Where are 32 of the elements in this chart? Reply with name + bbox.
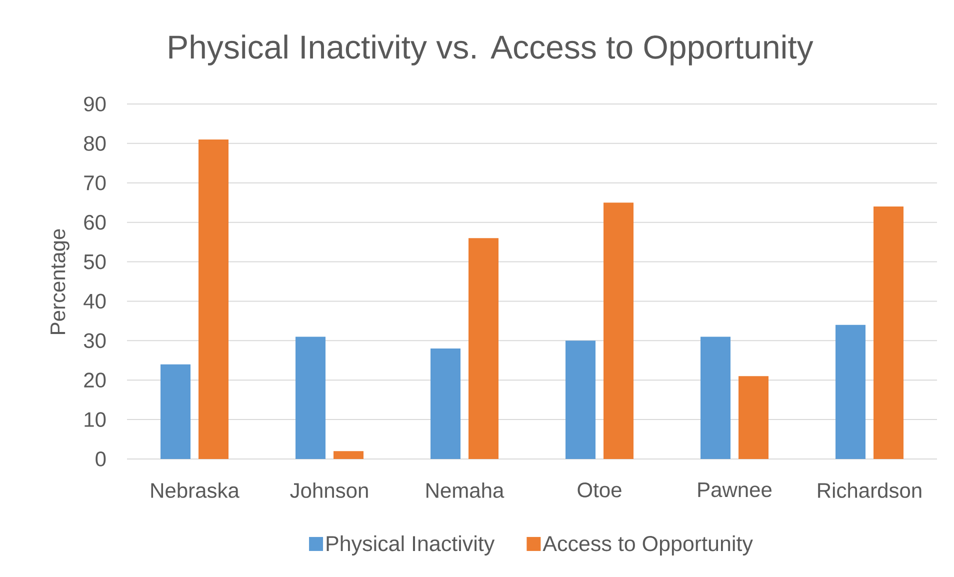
- bar: [160, 364, 191, 459]
- bar: [738, 376, 769, 459]
- legend-label: Access to Opportunity: [542, 535, 753, 556]
- legend-label: Physical Inactivity: [326, 535, 495, 556]
- y-tick-label: 0: [96, 452, 106, 466]
- bar: [296, 336, 326, 459]
- x-tick-label: Otoe: [578, 482, 622, 498]
- bar: [430, 348, 461, 459]
- y-tick-label: 30: [84, 333, 106, 348]
- y-tick-label: 60: [84, 214, 106, 230]
- x-tick-label: Pawnee: [698, 482, 772, 498]
- bar: [198, 139, 229, 459]
- x-tick-label: Richardson: [818, 482, 922, 498]
- x-tick-label: Nemaha: [426, 482, 504, 498]
- x-tick-label: Johnson: [290, 482, 368, 498]
- bar: [334, 451, 364, 459]
- y-tick-label: 90: [84, 96, 106, 112]
- y-tick-label: 50: [84, 254, 106, 270]
- bar: [468, 238, 499, 459]
- y-tick-label: 40: [84, 294, 106, 309]
- y-tick-label: 20: [84, 372, 106, 388]
- bar: [700, 336, 731, 459]
- y-tick-label: 70: [84, 175, 106, 190]
- y-tick-label: 10: [84, 412, 106, 427]
- y-tick-label: 80: [84, 136, 106, 151]
- bar: [874, 206, 904, 459]
- chart-title: Physical Inactivity vs. Access to Opportunity: [169, 34, 814, 66]
- y-axis-title: Percentage: [50, 229, 70, 334]
- bar: [566, 340, 596, 459]
- x-tick-label: Nebraska: [151, 482, 240, 498]
- bar: [836, 324, 866, 459]
- bar: [604, 202, 634, 459]
